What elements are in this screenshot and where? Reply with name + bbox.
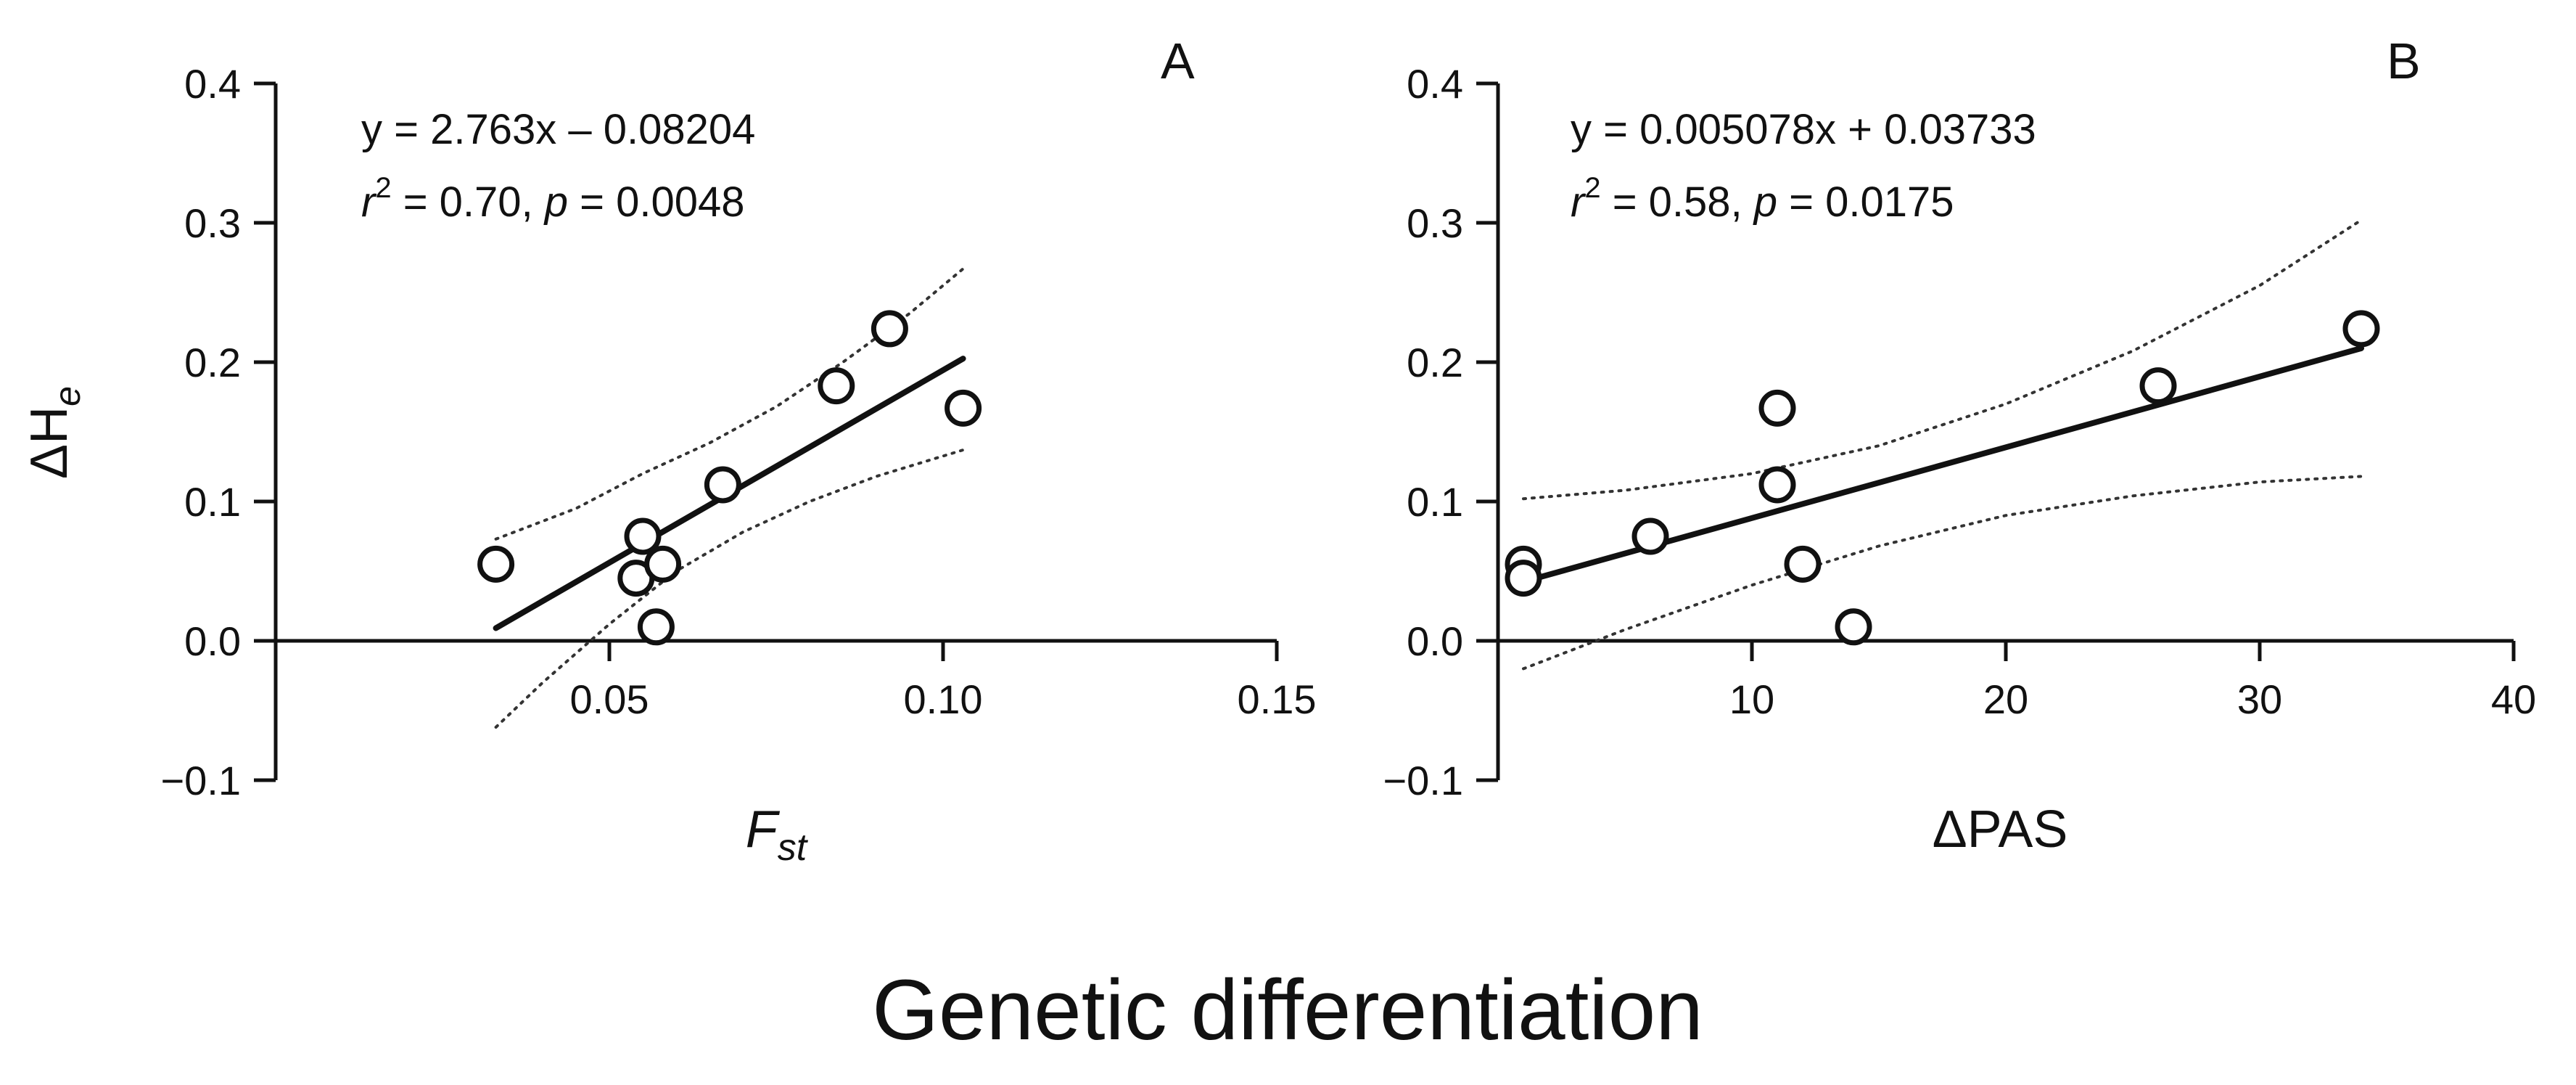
panel-b-stats: r2 = 0.58, p = 0.0175	[1571, 172, 1954, 226]
panel-b-xtick-label: 10	[1729, 676, 1774, 722]
panel-a-ytick-label: 0.4	[184, 61, 241, 107]
panel-b-xlabel-main: ΔPAS	[1933, 801, 2068, 859]
panel-b-p-symbol: p	[1753, 179, 1777, 226]
panel-a-p-value: = 0.0048	[568, 179, 745, 226]
panel-a-confidence-bands	[494, 267, 965, 729]
panel-b-ytick-label: 0.3	[1407, 200, 1463, 246]
panel-b-xtick-label: 20	[1983, 676, 2028, 722]
panel-b-data-point	[1758, 389, 1796, 427]
panel-b-data-point	[2139, 367, 2177, 405]
panel-b-letter: B	[2387, 33, 2421, 89]
panel-a-r-superscript: 2	[375, 172, 391, 204]
panel-b-r-superscript: 2	[1584, 172, 1600, 204]
panel-a-ticks: −0.1 0.0 0.1 0.2 0.3 0.4 0.05 0.10 0.15	[160, 61, 1316, 803]
panel-a-xlabel-main: F	[746, 801, 781, 859]
panel-b-r-symbol: r	[1571, 179, 1587, 226]
panel-a: −0.1 0.0 0.1 0.2 0.3 0.4 0.05 0.10 0.15 A y = 2.…	[20, 33, 1317, 869]
panel-a-data-point	[871, 310, 908, 348]
panel-a-stats: r2 = 0.70, p = 0.0048	[361, 172, 745, 226]
panel-b-xtick-label: 30	[2237, 676, 2282, 722]
panel-a-points	[477, 310, 982, 646]
panel-b-xlabel: ΔPAS	[1933, 801, 2068, 859]
panel-a-ytick-label: −0.1	[160, 758, 241, 803]
panel-b-points	[1505, 310, 2380, 646]
panel-a-ytick-label: 0.0	[184, 618, 241, 664]
panel-a-ylabel: ΔHe	[20, 386, 88, 479]
panel-a-ci-lower	[494, 449, 965, 729]
panel-b: −0.1 0.0 0.1 0.2 0.3 0.4 10 20 30 40 B y = 0.0050…	[1383, 33, 2536, 859]
panel-a-data-point	[644, 545, 682, 583]
panel-b-ytick-label: −0.1	[1383, 758, 1463, 803]
panel-a-ylabel-main: ΔH	[20, 406, 78, 479]
panel-a-letter: A	[1161, 33, 1195, 89]
panel-a-data-point	[637, 608, 675, 646]
panel-a-equation: y = 2.763x – 0.08204	[361, 106, 755, 153]
panel-b-data-point	[1505, 560, 1542, 597]
panel-b-r-value: = 0.58,	[1601, 179, 1754, 226]
panel-a-ylabel-sub: e	[47, 386, 88, 406]
panel-b-data-point	[1835, 608, 1872, 646]
figure-title: Genetic differentiation	[872, 962, 1703, 1058]
panel-a-xtick-label: 0.05	[570, 676, 649, 722]
panel-a-ci-upper	[494, 267, 965, 541]
panel-a-xtick-label: 0.15	[1238, 676, 1317, 722]
panel-b-equation: y = 0.005078x + 0.03733	[1571, 106, 2036, 153]
panel-a-data-point	[945, 389, 982, 427]
panel-a-ytick-label: 0.1	[184, 479, 241, 525]
panel-a-p-symbol: p	[543, 179, 568, 226]
panel-b-data-point	[1758, 466, 1796, 504]
panel-b-ci-lower	[1522, 475, 2363, 671]
panel-a-data-point	[477, 545, 515, 583]
panel-a-ytick-label: 0.3	[184, 200, 241, 246]
panel-a-data-point	[818, 367, 855, 405]
panel-b-data-point	[2342, 310, 2380, 348]
panel-a-xlabel: Fst	[746, 801, 809, 869]
panel-b-ytick-label: 0.0	[1407, 618, 1463, 664]
panel-a-r-symbol: r	[361, 179, 377, 226]
panel-a-data-point	[624, 517, 662, 555]
panel-b-p-value: = 0.0175	[1777, 179, 1954, 226]
panel-a-xlabel-sub: st	[778, 827, 809, 869]
panel-b-ytick-label: 0.2	[1407, 340, 1463, 385]
panel-b-confidence-bands	[1522, 218, 2363, 671]
panel-b-data-point	[1784, 545, 1822, 583]
panel-a-data-point	[704, 466, 741, 504]
panel-a-xtick-label: 0.10	[904, 676, 983, 722]
panel-b-ytick-label: 0.1	[1407, 479, 1463, 525]
panel-b-ticks: −0.1 0.0 0.1 0.2 0.3 0.4 10 20 30 40	[1383, 61, 2536, 803]
panel-b-xtick-label: 40	[2491, 676, 2536, 722]
panel-a-r-value: = 0.70,	[392, 179, 545, 226]
panel-b-data-point	[1631, 517, 1669, 555]
panel-b-ci-upper	[1522, 218, 2363, 501]
panel-a-ytick-label: 0.2	[184, 340, 241, 385]
panel-b-ytick-label: 0.4	[1407, 61, 1463, 107]
